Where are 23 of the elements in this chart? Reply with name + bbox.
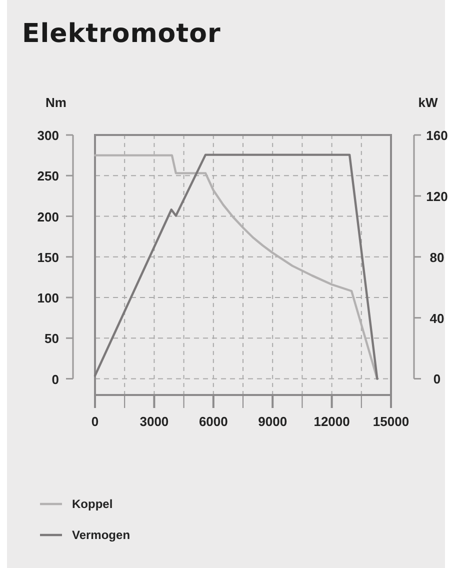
- y2-tick-label: 0: [433, 372, 441, 387]
- x-tick-label: 15000: [372, 414, 410, 429]
- y2-tick-label: 40: [430, 310, 444, 326]
- x-tick-label: 12000: [314, 414, 350, 429]
- y-tick-label: 150: [37, 250, 59, 265]
- y-tick-label: 250: [37, 168, 59, 184]
- y-tick-label: 50: [44, 331, 59, 346]
- y2-tick-label: 120: [426, 188, 448, 204]
- y-tick-label: 300: [37, 128, 59, 143]
- x-tick-label: 3000: [140, 414, 169, 429]
- y2-axis-title: kW: [418, 95, 438, 110]
- y-tick-label: 200: [37, 209, 59, 224]
- y2-tick-label: 160: [426, 128, 448, 143]
- chart-title: Elektromotor: [22, 19, 221, 49]
- y2-tick-label: 80: [430, 250, 444, 265]
- y-tick-label: 0: [52, 372, 59, 387]
- x-tick-label: 0: [91, 414, 99, 429]
- x-tick-label: 9000: [258, 414, 288, 429]
- y-axis-title: Nm: [46, 95, 66, 110]
- x-tick-label: 6000: [198, 414, 228, 429]
- legend-label: Vermogen: [72, 528, 130, 542]
- legend-label: Koppel: [72, 497, 113, 511]
- y-tick-label: 100: [37, 290, 59, 306]
